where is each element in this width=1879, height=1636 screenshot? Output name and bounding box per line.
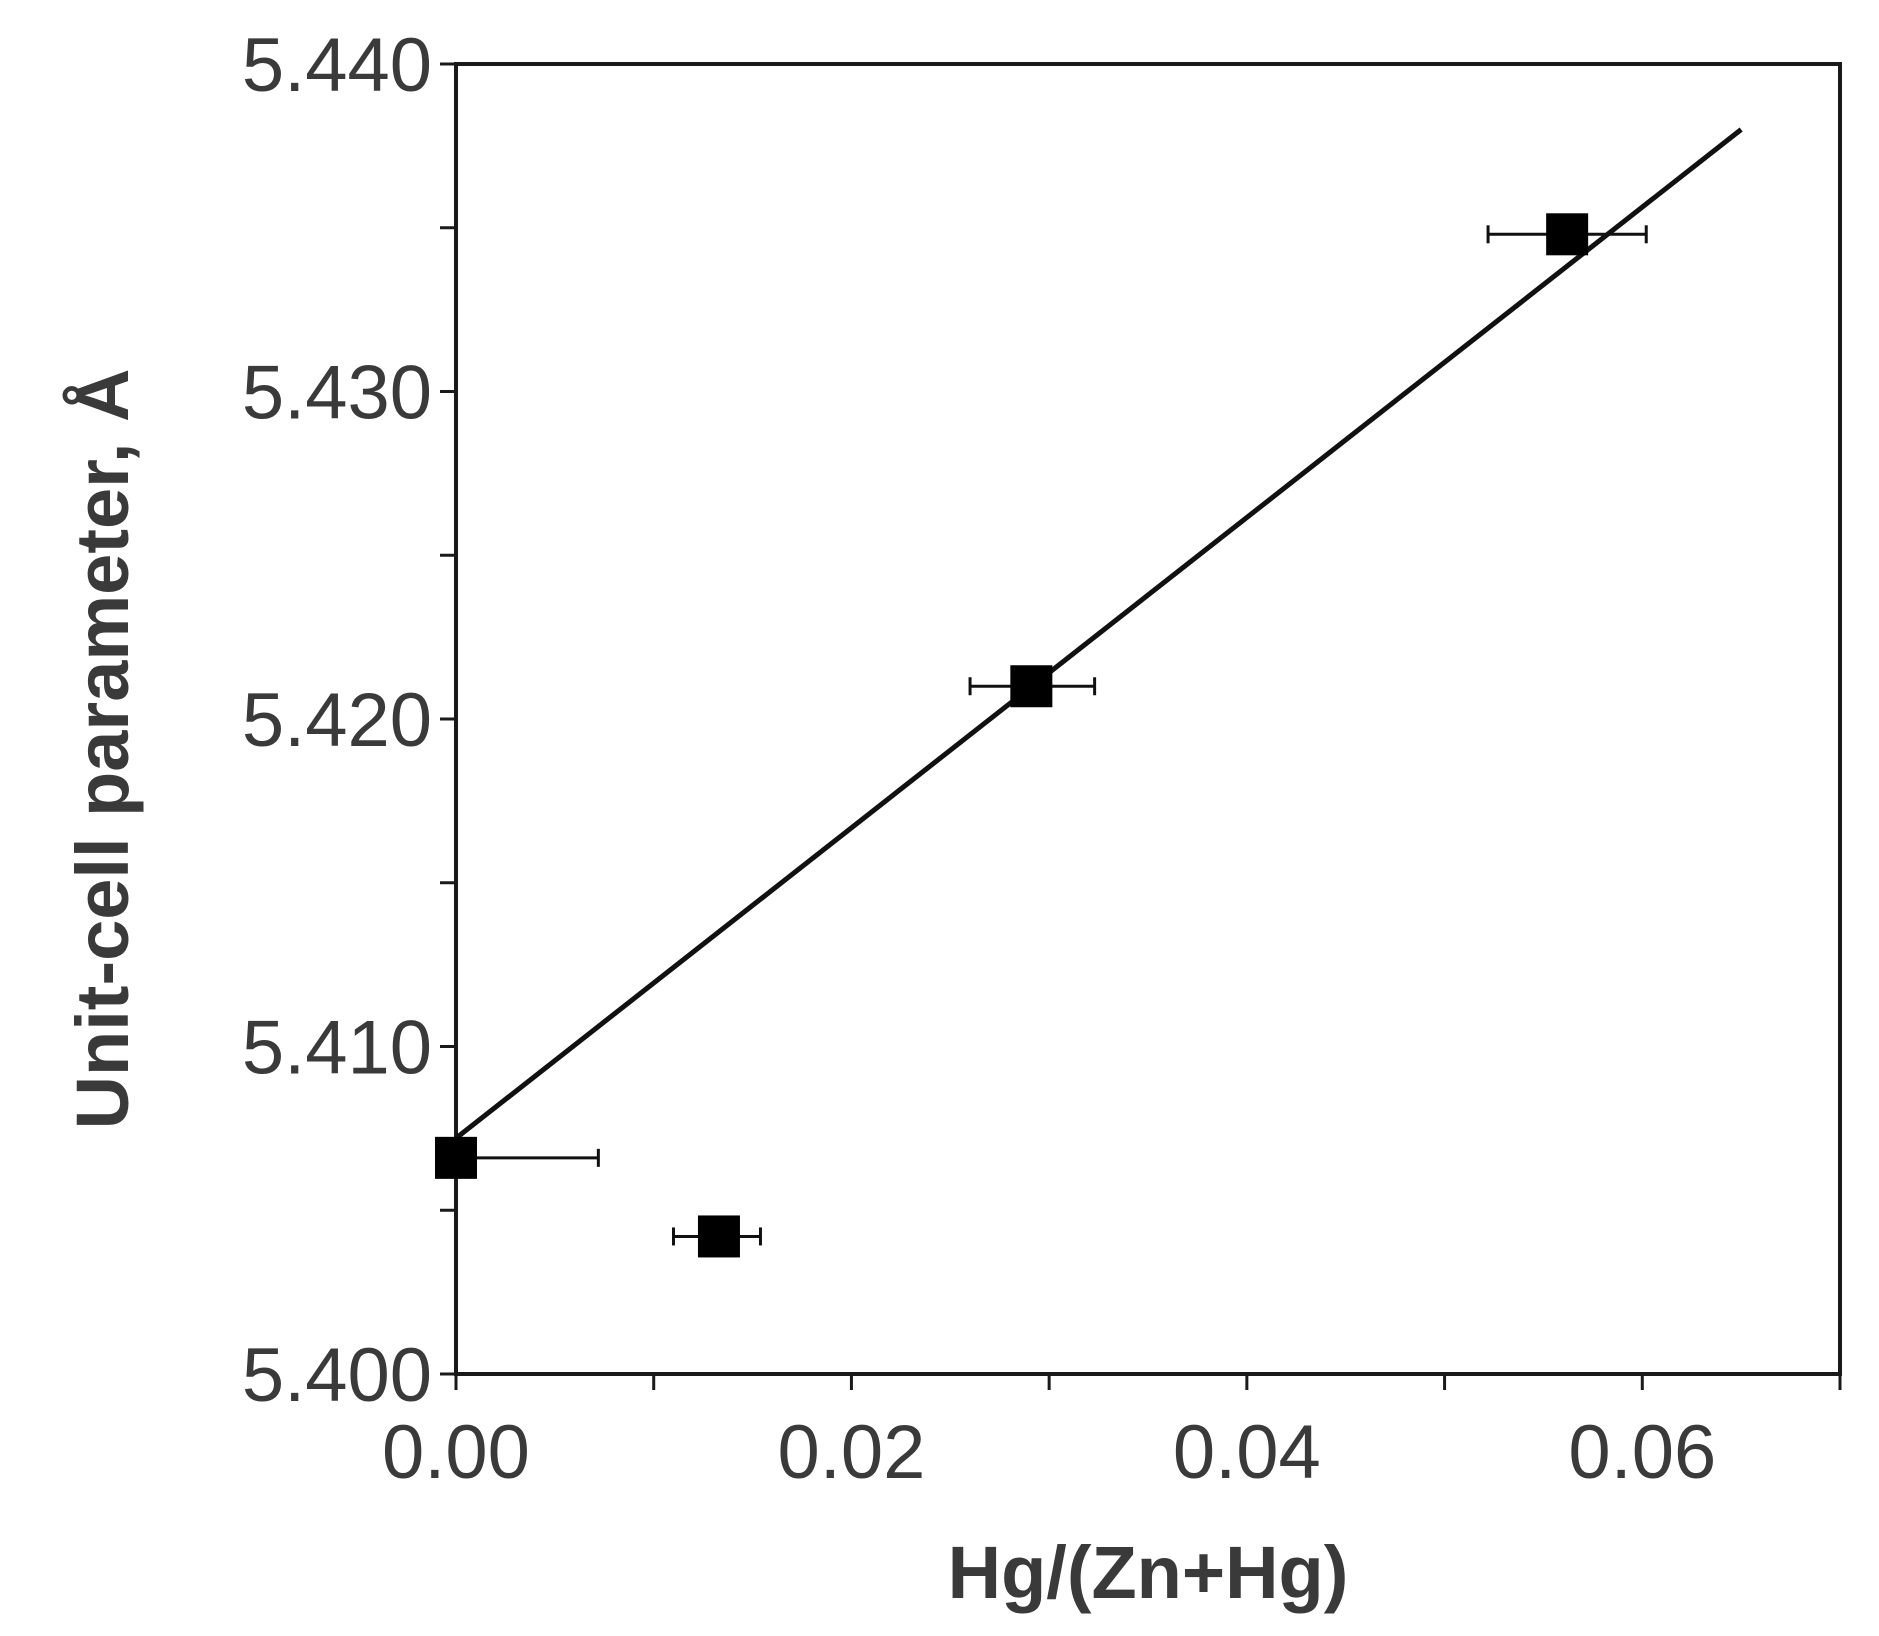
- square-marker: [1010, 665, 1053, 708]
- x-tick-label: 0.00: [382, 1410, 530, 1495]
- linear-fit-line: [454, 127, 1743, 1141]
- x-tick-label: 0.04: [1173, 1410, 1321, 1495]
- data-point: [1486, 213, 1648, 256]
- x-tick-label: 0.06: [1568, 1410, 1716, 1495]
- y-tick-label: 5.430: [242, 351, 432, 436]
- data-point: [671, 1215, 762, 1258]
- y-tick-label: 5.440: [242, 23, 432, 108]
- x-axis-title: Hg/(Zn+Hg): [948, 1531, 1349, 1614]
- y-axis-title: Unit-cell parameter, Å: [61, 369, 144, 1130]
- x-axis-ticks: 0.00 0.02 0.04 0.06: [382, 1374, 1842, 1495]
- plot-frame: [454, 62, 1842, 1376]
- data-points: [435, 213, 1648, 1258]
- y-tick-label: 5.420: [242, 678, 432, 763]
- y-axis-ticks: 5.400 5.410 5.420 5.430 5.440: [242, 23, 456, 1418]
- square-marker: [435, 1136, 477, 1179]
- y-tick-label: 5.410: [242, 1006, 432, 1091]
- data-point: [435, 1136, 600, 1179]
- y-tick-label: 5.400: [242, 1333, 432, 1418]
- data-point: [968, 665, 1097, 708]
- x-tick-label: 0.02: [777, 1410, 925, 1495]
- square-marker: [1546, 213, 1589, 256]
- square-marker: [697, 1215, 740, 1258]
